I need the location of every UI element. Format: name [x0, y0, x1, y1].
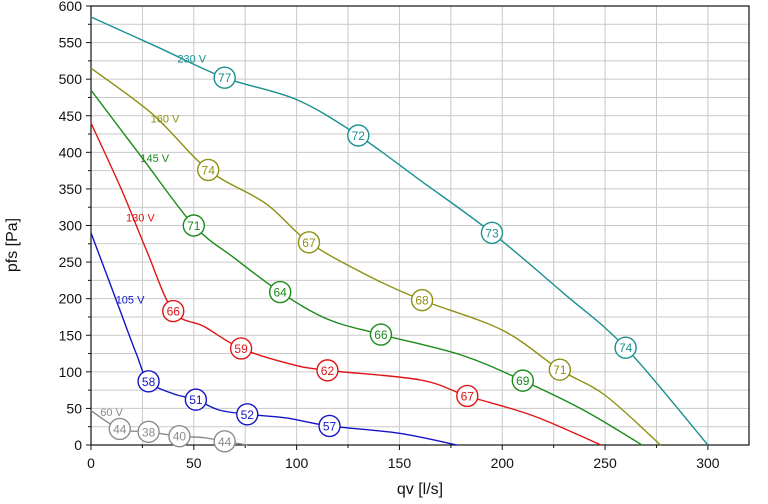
- efficiency-marker: [137, 420, 160, 444]
- y-tick-label: 300: [59, 218, 83, 234]
- efficiency-marker: [213, 430, 236, 453]
- x-tick-label: 200: [491, 455, 515, 471]
- efficiency-marker-label: 74: [619, 341, 633, 355]
- efficiency-marker-label: 62: [321, 364, 335, 378]
- efficiency-marker: [316, 359, 339, 382]
- efficiency-marker-label: 74: [202, 163, 216, 177]
- efficiency-marker-label: 59: [234, 342, 248, 356]
- series-voltage-label: 145 V: [140, 153, 169, 165]
- efficiency-marker: [137, 370, 160, 393]
- series-voltage-label: 160 V: [151, 114, 180, 126]
- efficiency-marker-label: 66: [374, 328, 388, 342]
- series-105v: 58 51 52 57 105 V: [90, 232, 458, 446]
- efficiency-marker-label: 67: [302, 236, 316, 250]
- efficiency-marker-label: 72: [352, 129, 366, 143]
- series-line-160v: [90, 67, 662, 446]
- efficiency-marker-label: 57: [323, 419, 337, 433]
- x-tick-label: 100: [285, 455, 309, 471]
- efficiency-marker: [168, 425, 191, 448]
- series-230v: 77 72 73 74 230 V: [90, 16, 709, 446]
- y-tick-label: 0: [74, 437, 82, 453]
- y-tick-label: 200: [59, 291, 83, 307]
- efficiency-marker-label: 51: [189, 393, 203, 407]
- series-line-230v: [90, 16, 709, 446]
- y-tick-label: 250: [59, 254, 83, 270]
- efficiency-marker: [229, 337, 253, 360]
- efficiency-marker-label: 71: [553, 363, 567, 377]
- efficiency-marker: [369, 323, 393, 346]
- y-tick-label: 100: [59, 364, 83, 380]
- efficiency-marker: [268, 280, 292, 304]
- efficiency-marker: [182, 214, 206, 237]
- efficiency-marker-label: 68: [415, 294, 429, 308]
- series-voltage-label: 105 V: [116, 294, 145, 306]
- y-tick-label: 600: [59, 0, 83, 14]
- x-tick-label: 250: [593, 455, 617, 471]
- y-tick-label: 350: [59, 181, 83, 197]
- series-voltage-label: 130 V: [126, 212, 155, 224]
- efficiency-marker-label: 52: [241, 408, 255, 422]
- x-tick-label: 150: [388, 455, 412, 471]
- efficiency-marker-label: 64: [273, 286, 287, 300]
- y-tick-label: 150: [59, 327, 83, 343]
- efficiency-marker: [410, 288, 434, 312]
- series-130v: 66 59 62 67 130 V: [90, 122, 602, 446]
- efficiency-marker: [297, 231, 321, 254]
- y-tick-label: 500: [59, 71, 83, 87]
- efficiency-marker: [548, 358, 572, 381]
- efficiency-marker-label: 58: [142, 375, 156, 389]
- efficiency-marker: [614, 336, 637, 359]
- efficiency-marker-label: 40: [173, 430, 187, 444]
- efficiency-marker: [213, 66, 236, 89]
- series-160v: 74 67 68 71 160 V: [90, 67, 662, 446]
- x-tick-label: 50: [186, 455, 202, 471]
- efficiency-marker: [480, 221, 504, 245]
- efficiency-marker-label: 71: [187, 219, 201, 233]
- efficiency-marker-label: 73: [485, 226, 499, 240]
- series-voltage-label: 60 V: [100, 407, 123, 419]
- efficiency-marker: [318, 414, 341, 438]
- series-line-105v: [90, 232, 458, 446]
- x-tick-label: 0: [87, 455, 95, 471]
- y-tick-label: 50: [66, 400, 82, 416]
- efficiency-marker-label: 44: [218, 435, 232, 449]
- series-line-145v: [90, 89, 643, 446]
- series-60v: 44 38 40 44 60 V: [90, 407, 248, 453]
- efficiency-marker: [347, 124, 370, 147]
- efficiency-marker: [511, 369, 535, 392]
- y-tick-label: 450: [59, 108, 83, 124]
- efficiency-marker-label: 44: [113, 422, 127, 436]
- efficiency-marker: [456, 384, 479, 408]
- efficiency-marker-label: 66: [167, 305, 181, 319]
- series-145v: 71 64 66 69 145 V: [90, 89, 643, 446]
- series-voltage-label: 230 V: [177, 54, 206, 66]
- axes: 0 50 100 150 200 250 300 0 50 100 150 200 250 300 350 4…: [59, 0, 750, 471]
- efficiency-marker-label: 77: [218, 71, 232, 85]
- efficiency-marker-label: 67: [461, 389, 475, 403]
- series-line-130v: [90, 122, 602, 446]
- x-axis-label: qv [l/s]: [397, 481, 443, 498]
- efficiency-marker: [108, 417, 131, 441]
- efficiency-marker-label: 69: [516, 374, 530, 388]
- x-tick-label: 300: [696, 455, 720, 471]
- y-tick-label: 550: [59, 35, 83, 51]
- efficiency-marker-label: 38: [142, 425, 156, 439]
- efficiency-marker: [184, 388, 208, 411]
- y-axis-label: pfs [Pa]: [4, 218, 21, 272]
- efficiency-marker: [197, 158, 220, 182]
- efficiency-marker: [236, 403, 259, 426]
- efficiency-marker: [162, 299, 185, 323]
- y-tick-label: 400: [59, 144, 83, 160]
